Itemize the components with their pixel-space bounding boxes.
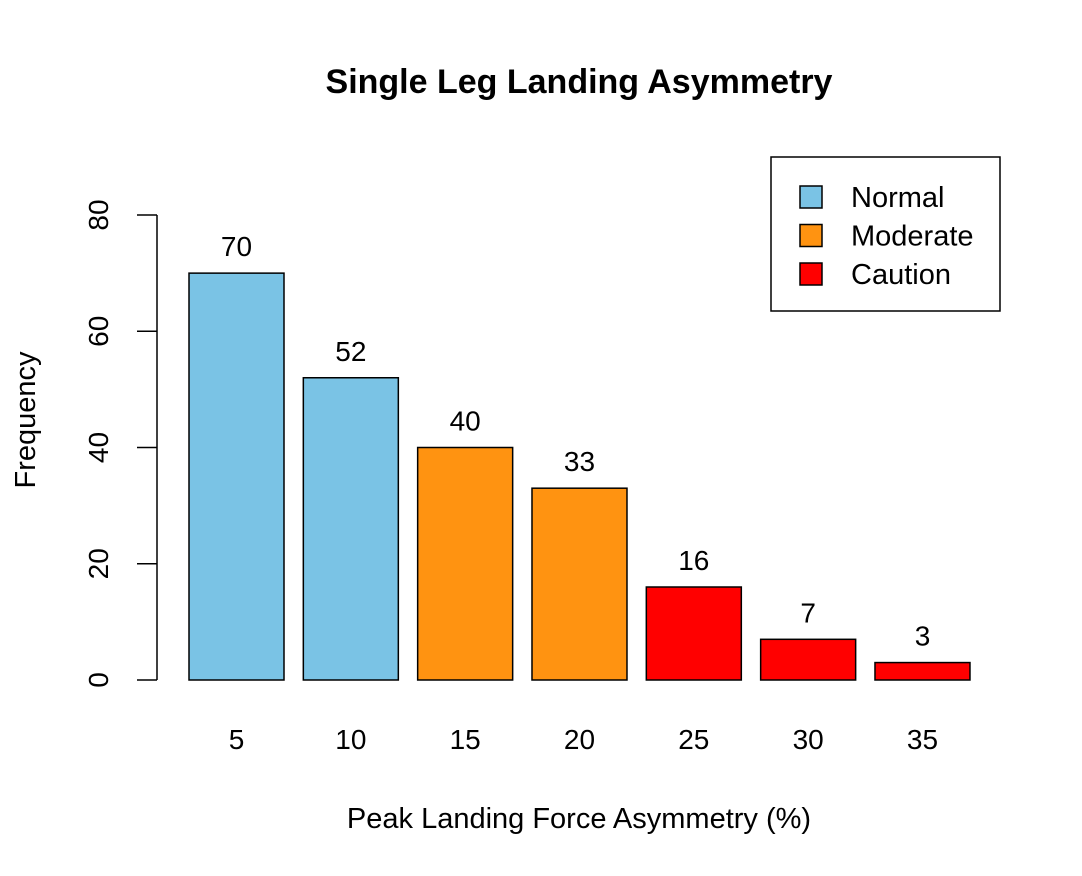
bar (188, 272, 285, 681)
legend: Normal Moderate Caution (770, 156, 1001, 312)
x-tick-label: 25 (678, 724, 709, 755)
bar-value-label: 33 (564, 446, 595, 477)
x-tick-label: 15 (450, 724, 481, 755)
x-tick-label: 30 (793, 724, 824, 755)
y-tick-label: 0 (83, 672, 114, 688)
y-axis-title: Frequency (10, 351, 42, 489)
bar (874, 661, 971, 681)
legend-entries: Normal Moderate Caution (799, 182, 974, 291)
bar (302, 377, 400, 681)
legend-label: Caution (851, 259, 951, 291)
y-tick-label: 40 (83, 432, 114, 463)
bar-value-label: 70 (221, 231, 252, 262)
x-axis-title: Peak Landing Force Asymmetry (%) (347, 803, 811, 835)
y-tick-label: 20 (83, 548, 114, 579)
bar-value-label: 7 (800, 597, 816, 628)
bar-value-label: 3 (915, 621, 931, 652)
x-tick-label: 20 (564, 724, 595, 755)
legend-swatch (799, 223, 823, 248)
y-tick-label: 80 (83, 199, 114, 230)
bars-group (188, 272, 971, 681)
bar-value-label: 52 (335, 336, 366, 367)
legend-label: Moderate (851, 221, 974, 253)
bar (759, 638, 857, 681)
bar (531, 487, 628, 681)
bar (416, 446, 514, 681)
y-tick-label: 60 (83, 316, 114, 347)
legend-swatch (799, 262, 823, 286)
x-tick-labels-group: 5 10 15 20 25 30 35 (229, 724, 938, 755)
bar-value-label: 16 (678, 545, 709, 576)
bar-labels-group: 70 52 40 33 16 7 3 (221, 231, 930, 651)
chart-title: Single Leg Landing Asymmetry (326, 63, 833, 101)
legend-label: Normal (851, 182, 944, 214)
y-axis: 0 20 40 60 80 (83, 199, 158, 688)
x-tick-label: 10 (335, 724, 366, 755)
x-tick-label: 35 (907, 724, 938, 755)
x-tick-label: 5 (229, 724, 245, 755)
bar-value-label: 40 (450, 406, 481, 437)
legend-swatch (799, 185, 823, 209)
bar (645, 586, 743, 681)
